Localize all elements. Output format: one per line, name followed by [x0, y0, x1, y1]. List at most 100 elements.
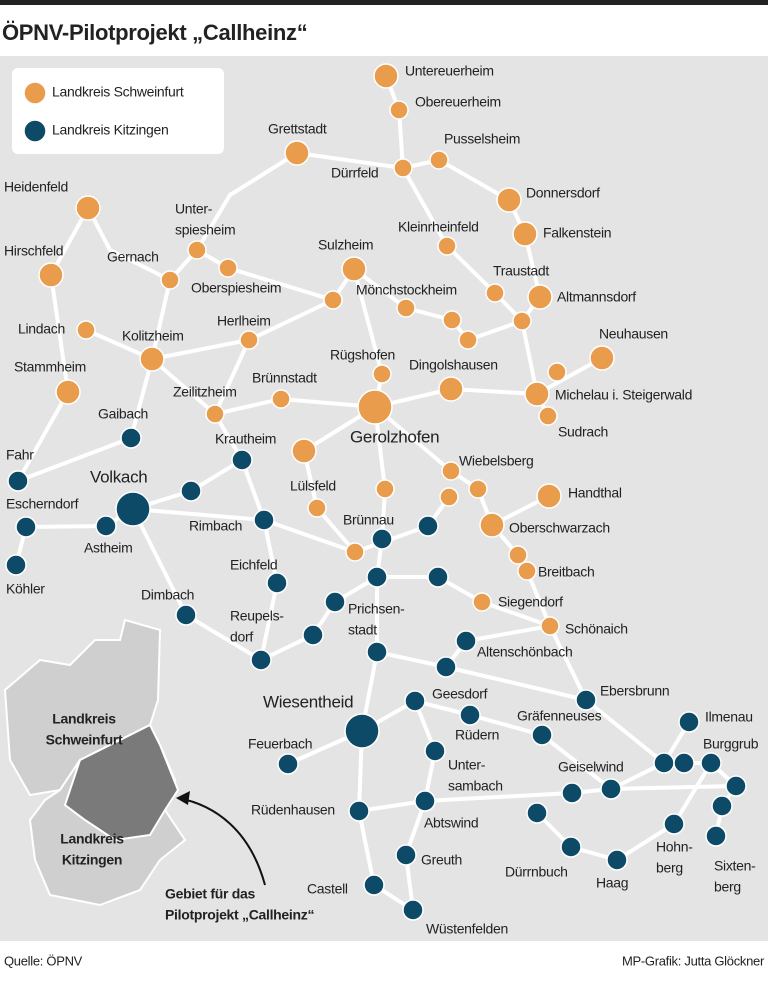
- stop: [389, 100, 409, 120]
- stop: [175, 604, 197, 626]
- legend: Landkreis Schweinfurt Landkreis Kitzinge…: [12, 68, 224, 154]
- stop: [531, 724, 553, 746]
- stop: [653, 752, 675, 774]
- stop: [711, 795, 733, 817]
- place-label: Obereuerheim: [415, 94, 501, 110]
- place-label: Donnersdorf: [526, 185, 600, 201]
- stop: [404, 690, 426, 712]
- place-label: Castell: [307, 881, 348, 897]
- stop: [429, 150, 449, 170]
- stop: [479, 512, 505, 538]
- place-label: Rüdern: [455, 727, 499, 743]
- place-label: Unter-: [448, 757, 486, 773]
- road: [86, 207, 171, 282]
- stop: [76, 320, 96, 340]
- place-label: Falkenstein: [543, 225, 611, 241]
- stop: [345, 542, 365, 562]
- place-label: Gaibach: [98, 406, 148, 422]
- place-label: Wüstenfelden: [426, 921, 508, 937]
- stop: [527, 284, 553, 310]
- stop: [589, 345, 615, 371]
- stop: [575, 689, 597, 711]
- stop: [536, 483, 562, 509]
- top-bar: [0, 0, 768, 5]
- road: [376, 624, 551, 670]
- stop: [277, 753, 299, 775]
- stop: [324, 591, 346, 613]
- stop: [38, 262, 64, 288]
- place-label: Ilmenau: [705, 709, 753, 725]
- stop: [372, 364, 392, 384]
- place-label: sambach: [448, 778, 503, 794]
- place-label: Neuhausen: [599, 326, 668, 342]
- place-label: Breitbach: [538, 564, 594, 580]
- stop: [7, 470, 29, 492]
- place-label: Rüdenhausen: [251, 802, 335, 818]
- place-label: Köhler: [6, 581, 45, 597]
- stop: [458, 330, 478, 350]
- stop: [75, 195, 101, 221]
- stop: [561, 782, 583, 804]
- place-label: Prichsen-: [348, 601, 405, 617]
- stop: [508, 545, 528, 565]
- stop: [524, 381, 550, 407]
- stop: [663, 813, 685, 835]
- stop: [266, 572, 288, 594]
- stop: [700, 752, 722, 774]
- stop: [705, 825, 727, 847]
- stop: [435, 656, 457, 678]
- place-label: Schönaich: [565, 621, 628, 637]
- stop: [344, 713, 380, 749]
- stop: [291, 438, 317, 464]
- place-label: Gerolzhofen: [350, 427, 439, 446]
- stop: [15, 516, 37, 538]
- stop: [538, 406, 558, 426]
- stop: [218, 258, 238, 278]
- place-label: Heidenfeld: [4, 179, 68, 195]
- inset-note: Gebiet für das: [165, 886, 255, 902]
- stop: [115, 491, 151, 527]
- stop: [271, 389, 291, 409]
- stop: [302, 624, 324, 646]
- place-label: Wiesentheid: [263, 692, 353, 711]
- stop: [205, 404, 225, 424]
- place-label: berg: [656, 860, 683, 876]
- stop: [395, 844, 417, 866]
- place-label: Hirschfeld: [4, 243, 63, 259]
- place-label: Fahr: [6, 447, 34, 463]
- stop: [438, 376, 464, 402]
- stop: [437, 236, 457, 256]
- stop: [371, 528, 393, 550]
- stop: [725, 775, 747, 797]
- stop: [427, 566, 449, 588]
- place-label: stadt: [348, 622, 377, 638]
- place-label: Kolitzheim: [122, 328, 184, 344]
- stop: [375, 479, 395, 499]
- stop: [468, 479, 488, 499]
- district-label: Schweinfurt: [46, 732, 123, 748]
- stop: [455, 630, 477, 652]
- place-label: Burggrub: [703, 736, 759, 752]
- stop: [496, 187, 522, 213]
- stop: [366, 566, 388, 588]
- legend-label: Landkreis Schweinfurt: [52, 84, 184, 100]
- place-label: Grettstadt: [268, 121, 327, 137]
- district-label: Kitzingen: [62, 852, 122, 868]
- place-label: Dimbach: [141, 587, 194, 603]
- place-label: Mönchstockheim: [356, 282, 457, 298]
- place-label: Oberspiesheim: [191, 280, 281, 296]
- source: Quelle: ÖPNV: [4, 953, 83, 968]
- place-label: Unter-: [175, 201, 213, 217]
- place-label: spiesheim: [175, 222, 235, 238]
- place-label: Dürrfeld: [331, 165, 378, 181]
- stop: [547, 362, 567, 382]
- stop: [678, 711, 700, 733]
- place-label: Brünnau: [343, 512, 394, 528]
- place-label: Escherndorf: [6, 496, 79, 512]
- place-label: Eichfeld: [230, 557, 277, 573]
- stop: [673, 752, 695, 774]
- place-label: Zeilitzheim: [173, 384, 237, 400]
- place-label: Abtswind: [424, 815, 478, 831]
- stop: [441, 461, 461, 481]
